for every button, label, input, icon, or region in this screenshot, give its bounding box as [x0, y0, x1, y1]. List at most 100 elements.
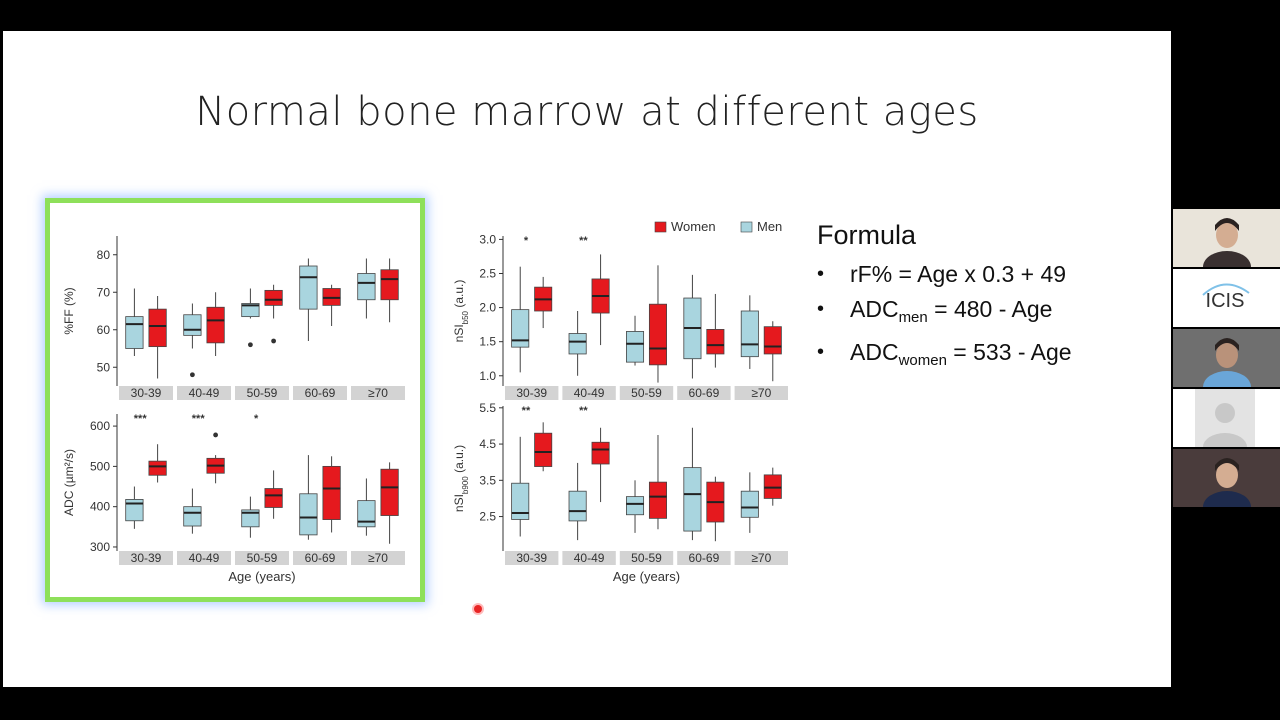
- box-women: [264, 488, 283, 508]
- participant-icis-video-tile[interactable]: ICIS: [1173, 269, 1280, 327]
- box-women: [763, 326, 782, 355]
- category-label: ≥70: [751, 386, 771, 400]
- category-strip: [734, 551, 788, 565]
- participant-3-video-tile[interactable]: [1173, 329, 1280, 387]
- chart-adc: 300 400 500 600 ADC (µm²/s) 30-39 40-49 50-59 60…: [62, 413, 405, 584]
- category-strip: [619, 386, 674, 400]
- box-men: [568, 333, 587, 355]
- outlier-point: [271, 338, 276, 344]
- significance-marker: *: [524, 235, 529, 247]
- box-men: [626, 496, 645, 516]
- y-tick-label: 2.5: [479, 267, 496, 281]
- y-axis-label-sub: b900: [461, 476, 470, 494]
- category-label: 60-69: [305, 551, 336, 565]
- formula-line-adc-women: • ADCwomen = 533 - Age: [817, 335, 1072, 378]
- legend-label-men: Men: [757, 219, 782, 234]
- category-label: 40-49: [189, 551, 220, 565]
- y-tick-label: 5.5: [479, 401, 496, 415]
- box-men: [183, 506, 202, 527]
- participant-1-video-tile[interactable]: [1173, 209, 1280, 267]
- x-axis-label: Age (years): [613, 569, 680, 584]
- box-men: [241, 303, 260, 318]
- category-strip: [562, 551, 616, 565]
- box-men: [511, 309, 530, 348]
- formula-heading: Formula: [817, 220, 917, 250]
- formula-line-adc-men: • ADCmen = 480 - Age: [817, 292, 1072, 335]
- y-tick-label: 60: [97, 323, 111, 337]
- y-tick-label: 70: [97, 285, 111, 299]
- y-tick-label: 400: [90, 500, 110, 514]
- box-women: [148, 308, 167, 348]
- y-tick-label: 50: [97, 360, 111, 374]
- box-women: [264, 289, 283, 306]
- box-women: [534, 432, 553, 467]
- significance-marker: **: [579, 405, 588, 417]
- box-women: [148, 460, 167, 476]
- y-axis-label-unit: (a.u.): [452, 445, 466, 476]
- y-tick-label: 1.5: [479, 335, 496, 349]
- category-label: 40-49: [574, 551, 605, 565]
- significance-marker: **: [522, 405, 531, 417]
- box-men: [183, 314, 202, 336]
- category-label: 60-69: [305, 386, 336, 400]
- category-label: 50-59: [631, 551, 662, 565]
- person-silhouette: [1173, 209, 1280, 267]
- presentation-slide: Normal bone marrow at different ages 50 6…: [3, 31, 1171, 687]
- box-men: [125, 316, 144, 349]
- participant-5-video-tile[interactable]: [1173, 449, 1280, 507]
- category-label: 40-49: [189, 386, 220, 400]
- box-men: [683, 467, 702, 532]
- bullet-dot: •: [817, 298, 825, 320]
- box-men: [299, 265, 318, 310]
- y-tick-label: 4.5: [479, 437, 496, 451]
- category-strip: [505, 551, 559, 565]
- legend-swatch-men: [740, 221, 753, 233]
- person-silhouette: [1173, 449, 1280, 507]
- category-label: 40-49: [574, 386, 605, 400]
- legend-swatch-women: [654, 221, 667, 233]
- category-label: 50-59: [247, 551, 278, 565]
- y-axis-label: ADC (µm²/s): [62, 449, 76, 516]
- significance-marker: ***: [134, 413, 148, 425]
- y-tick-label: 1.0: [479, 369, 496, 383]
- category-label: ≥70: [368, 386, 388, 400]
- y-axis-label: nSIb900 (a.u.): [452, 445, 470, 512]
- category-strip: [177, 551, 231, 565]
- box-women: [648, 481, 667, 519]
- box-men: [241, 509, 260, 528]
- y-tick-label: 2.0: [479, 301, 496, 315]
- category-label: 50-59: [631, 386, 662, 400]
- legend-label-women: Women: [671, 219, 716, 234]
- category-strip: [293, 386, 347, 400]
- box-men: [299, 493, 318, 536]
- formula-adc-men-prefix: ADC: [850, 296, 899, 322]
- default-avatar-icon: [1195, 389, 1255, 447]
- chart-legend: Women Men: [654, 219, 782, 234]
- formula-panel: Formula • rF% = Age x 0.3 + 49 • ADCmen …: [817, 220, 1072, 378]
- category-label: 30-39: [516, 551, 547, 565]
- category-label: 30-39: [516, 386, 547, 400]
- box-women: [706, 329, 725, 355]
- category-strip: [562, 386, 616, 400]
- box-women: [648, 303, 667, 366]
- formula-adc-women-rest: = 533 - Age: [946, 339, 1072, 365]
- box-men: [568, 490, 587, 522]
- box-women: [380, 269, 399, 301]
- category-strip: [677, 386, 731, 400]
- category-strip: [177, 386, 231, 400]
- participant-4-video-tile[interactable]: [1173, 389, 1280, 447]
- formula-adc-men-sub: men: [898, 309, 928, 326]
- category-strip: [119, 551, 173, 565]
- category-strip: [235, 386, 289, 400]
- box-men: [125, 499, 144, 522]
- category-label: ≥70: [368, 551, 388, 565]
- icis-logo: ICIS: [1195, 269, 1255, 327]
- laser-pointer: [474, 605, 482, 613]
- category-label: 30-39: [131, 386, 162, 400]
- category-strip: [619, 551, 674, 565]
- outlier-point: [213, 432, 219, 438]
- x-axis-label: Age (years): [228, 569, 295, 584]
- box-women: [380, 468, 399, 516]
- category-strip: [351, 386, 405, 400]
- chart-nsi900: 2.5 3.5 4.5 5.5 nSIb900 (a.u.) 30-39 40-49 50-5…: [452, 401, 788, 584]
